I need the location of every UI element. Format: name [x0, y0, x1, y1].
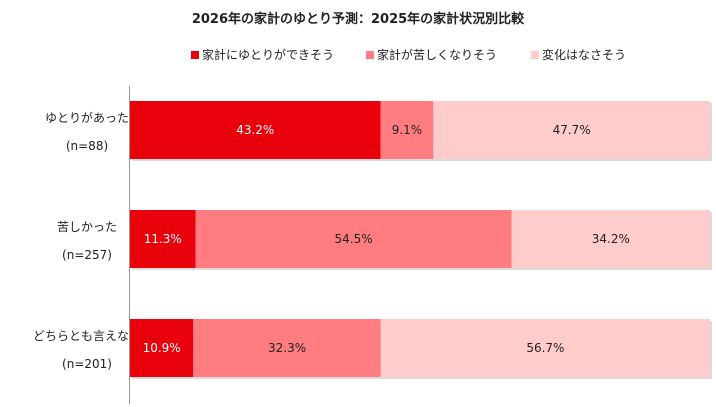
bar-segment-3-2: [193, 319, 381, 377]
data-label-1-1: 43.2%: [236, 123, 274, 137]
legend-swatch-2: [366, 51, 374, 59]
data-label-1-3: 47.7%: [553, 123, 591, 137]
legend-label-1: 家計にゆとりができそう: [202, 47, 334, 62]
data-label-2-1: 11.3%: [144, 232, 182, 246]
legend: 家計にゆとりができそう 家計が苦しくなりそう 変化はなさそう: [191, 47, 626, 62]
bar-segment-1-2: [380, 101, 434, 159]
data-label-3-3: 56.7%: [526, 341, 564, 355]
bar-segment-2-3: [511, 210, 710, 268]
bar-segment-2-1: [130, 210, 196, 268]
category-labels: ゆとりがあった (n=88) 苦しかった (n=257) どちらとも言えない (n=201…: [33, 110, 141, 371]
chart-title: 2026年の家計のゆとり予測：2025年の家計状況別比較: [192, 11, 525, 27]
category-n-3: (n=201): [62, 357, 112, 371]
bar-segment-1-1: [130, 101, 381, 159]
bar-segment-3-3: [380, 319, 710, 377]
bar-series: 43.2% 9.1% 47.7% 11.3% 54.5% 34.2% 10.9% 32.3% 5…: [130, 101, 712, 379]
legend-label-2: 家計が苦しくなりそう: [377, 47, 497, 62]
category-n-2: (n=257): [62, 248, 112, 262]
category-label-1: ゆとりがあった: [45, 110, 129, 125]
legend-label-3: 変化はなさそう: [542, 47, 626, 62]
category-n-1: (n=88): [66, 139, 108, 153]
category-label-3: どちらとも言えない: [33, 329, 141, 343]
category-label-2: 苦しかった: [57, 220, 117, 234]
legend-swatch-3: [531, 51, 539, 59]
bar-segment-3-1: [130, 319, 194, 377]
data-label-3-2: 32.3%: [268, 341, 306, 355]
data-label-1-2: 9.1%: [392, 123, 423, 137]
data-label-3-1: 10.9%: [143, 341, 181, 355]
data-label-2-3: 34.2%: [592, 232, 630, 246]
bar-segment-2-2: [195, 210, 512, 268]
bar-segment-1-3: [433, 101, 710, 159]
data-label-2-2: 54.5%: [335, 232, 373, 246]
legend-swatch-1: [191, 51, 199, 59]
